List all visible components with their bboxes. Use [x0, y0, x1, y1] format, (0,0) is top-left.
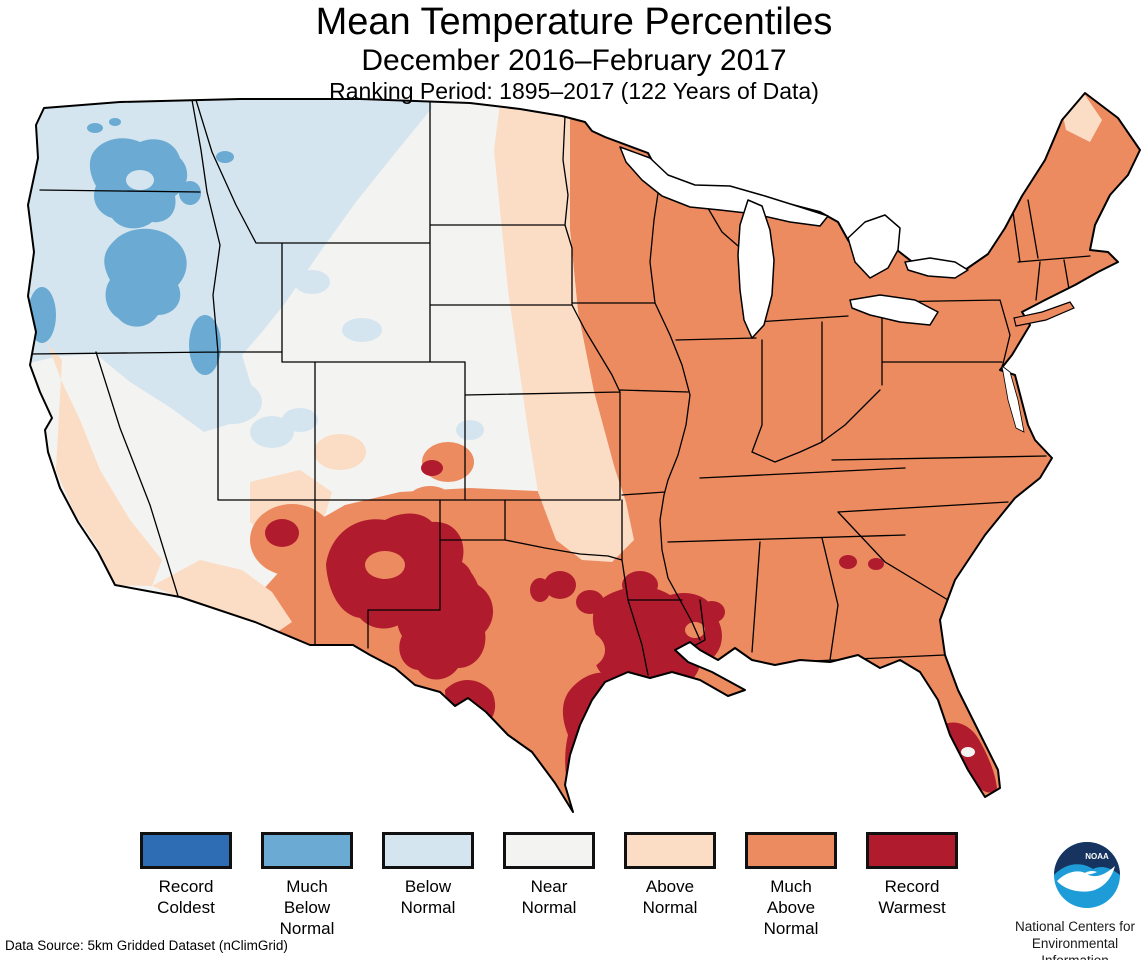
ncei-caption: National Centers for Environmental Infor…	[1002, 918, 1148, 960]
legend-label: Much Below Normal	[279, 877, 335, 938]
noaa-logo: NOAA	[1054, 842, 1120, 908]
legend-label: Record Coldest	[157, 877, 215, 917]
legend-swatch-much-above	[745, 832, 837, 869]
ranking-period: Ranking Period: 1895–2017 (122 Years of …	[329, 78, 819, 104]
map-header: Mean Temperature Percentiles December 20…	[0, 0, 1148, 105]
ncei-line1: National Centers for	[1014, 919, 1136, 934]
data-source-note: Data Source: 5km Gridded Dataset (nClimG…	[5, 938, 288, 953]
legend-label: Below Normal	[400, 877, 456, 917]
state-boundaries	[29, 99, 1091, 676]
noaa-logo-dark-cap	[1054, 842, 1120, 875]
lake-huron	[847, 214, 901, 279]
noaa-seagull-icon	[1057, 866, 1115, 892]
chesapeake-bay	[1001, 365, 1025, 433]
legend-item-record-coldest: Record Coldest	[125, 832, 247, 918]
legend-label: Near Normal	[521, 877, 577, 917]
page-subtitle: December 2016–February 2017	[361, 44, 787, 77]
legend-swatch-above	[624, 832, 716, 869]
lake-superior	[619, 146, 829, 227]
legend-swatch-record-coldest	[140, 832, 232, 869]
page-title: Mean Temperature Percentiles	[315, 1, 833, 43]
legend: Record Coldest Much Below Normal Below N…	[0, 832, 1148, 942]
ncei-line2: Environmental Information	[1031, 936, 1119, 960]
legend-swatch-much-below	[261, 832, 353, 869]
great-lakes	[619, 146, 969, 339]
legend-swatch-near-normal	[503, 832, 595, 869]
legend-item-record-warmest: Record Warmest	[851, 832, 973, 918]
lake-michigan	[737, 199, 775, 339]
legend-item-much-above: Much Above Normal	[730, 832, 852, 939]
lake-erie	[849, 294, 939, 326]
legend-item-near-normal: Near Normal	[488, 832, 610, 918]
legend-item-much-below: Much Below Normal	[246, 832, 368, 939]
legend-swatch-record-warmest	[866, 832, 958, 869]
map-fill-regions	[28, 93, 1140, 812]
lake-ontario	[904, 257, 969, 279]
noaa-logo-text: NOAA	[1085, 852, 1109, 861]
legend-item-above: Above Normal	[609, 832, 731, 918]
legend-swatch-below	[382, 832, 474, 869]
long-island	[1013, 301, 1075, 327]
legend-item-below: Below Normal	[367, 832, 489, 918]
legend-label: Record Warmest	[878, 877, 946, 917]
legend-label: Above Normal	[642, 877, 698, 917]
legend-label: Much Above Normal	[763, 877, 819, 938]
